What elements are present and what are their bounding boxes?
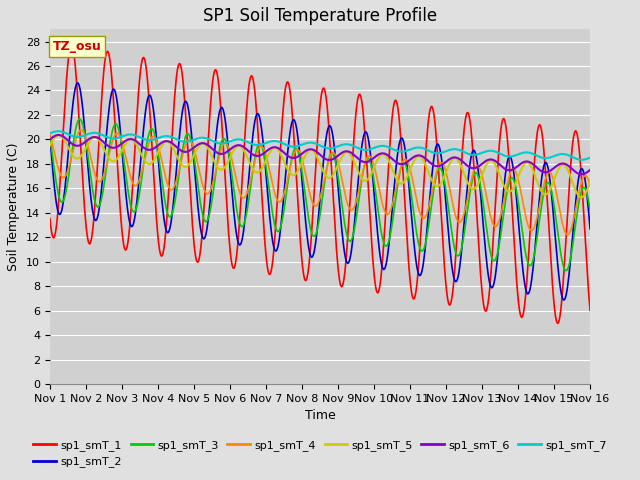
- sp1_smT_1: [365, 193, 372, 199]
- sp1_smT_3: [418, 248, 426, 254]
- sp1_smT_4: [365, 153, 372, 159]
- sp1_smT_7: [189, 137, 196, 143]
- sp1_smT_4: [418, 215, 426, 220]
- sp1_smT_5: [586, 180, 594, 185]
- sp1_smT_2: [189, 142, 196, 147]
- sp1_smT_1: [418, 210, 426, 216]
- Y-axis label: Soil Temperature (C): Soil Temperature (C): [8, 143, 20, 271]
- X-axis label: Time: Time: [305, 409, 335, 422]
- sp1_smT_3: [586, 207, 594, 213]
- Line: sp1_smT_2: sp1_smT_2: [50, 83, 590, 300]
- sp1_smT_7: [538, 155, 545, 160]
- sp1_smT_5: [189, 156, 196, 161]
- sp1_smT_1: [189, 222, 196, 228]
- sp1_smT_2: [312, 235, 320, 241]
- sp1_smT_3: [76, 116, 84, 122]
- sp1_smT_3: [562, 268, 570, 274]
- sp1_smT_5: [365, 175, 372, 181]
- sp1_smT_6: [538, 168, 545, 174]
- sp1_smT_2: [560, 297, 568, 303]
- sp1_smT_4: [165, 185, 173, 191]
- sp1_smT_5: [46, 143, 54, 148]
- sp1_smT_3: [165, 214, 173, 219]
- sp1_smT_3: [312, 230, 320, 236]
- sp1_smT_7: [312, 141, 320, 147]
- Legend: sp1_smT_1, sp1_smT_2, sp1_smT_3, sp1_smT_4, sp1_smT_5, sp1_smT_6, sp1_smT_7: sp1_smT_1, sp1_smT_2, sp1_smT_3, sp1_smT…: [29, 436, 611, 472]
- Line: sp1_smT_4: sp1_smT_4: [50, 130, 590, 235]
- sp1_smT_1: [554, 321, 562, 326]
- sp1_smT_4: [564, 232, 572, 238]
- sp1_smT_6: [365, 158, 372, 164]
- Line: sp1_smT_3: sp1_smT_3: [50, 119, 590, 271]
- sp1_smT_2: [46, 134, 54, 140]
- sp1_smT_6: [312, 149, 320, 155]
- Line: sp1_smT_6: sp1_smT_6: [50, 135, 590, 174]
- sp1_smT_7: [578, 157, 586, 163]
- sp1_smT_2: [365, 139, 372, 144]
- sp1_smT_5: [55, 132, 63, 138]
- sp1_smT_5: [312, 153, 320, 158]
- sp1_smT_7: [365, 147, 372, 153]
- sp1_smT_5: [577, 194, 585, 200]
- sp1_smT_5: [418, 156, 426, 161]
- sp1_smT_3: [365, 156, 372, 162]
- Title: SP1 Soil Temperature Profile: SP1 Soil Temperature Profile: [203, 7, 437, 25]
- sp1_smT_6: [165, 139, 173, 144]
- sp1_smT_4: [538, 194, 545, 200]
- sp1_smT_4: [46, 132, 54, 138]
- sp1_smT_7: [46, 131, 54, 136]
- Text: TZ_osu: TZ_osu: [52, 40, 101, 53]
- sp1_smT_2: [538, 178, 545, 184]
- sp1_smT_5: [538, 188, 545, 194]
- sp1_smT_1: [46, 216, 54, 221]
- sp1_smT_3: [189, 144, 196, 150]
- sp1_smT_2: [418, 268, 426, 274]
- sp1_smT_1: [586, 307, 594, 313]
- sp1_smT_2: [586, 226, 594, 232]
- sp1_smT_1: [538, 126, 545, 132]
- sp1_smT_1: [165, 180, 173, 185]
- sp1_smT_1: [312, 154, 320, 160]
- sp1_smT_4: [189, 141, 196, 147]
- sp1_smT_6: [578, 171, 586, 177]
- Line: sp1_smT_5: sp1_smT_5: [50, 135, 590, 197]
- sp1_smT_5: [165, 140, 173, 145]
- sp1_smT_4: [586, 183, 594, 189]
- sp1_smT_2: [165, 228, 173, 233]
- sp1_smT_4: [312, 203, 320, 209]
- sp1_smT_1: [68, 42, 76, 48]
- sp1_smT_6: [189, 146, 196, 152]
- sp1_smT_3: [538, 204, 545, 210]
- sp1_smT_6: [418, 153, 426, 159]
- sp1_smT_7: [586, 155, 594, 161]
- sp1_smT_7: [165, 133, 173, 139]
- sp1_smT_6: [54, 132, 62, 138]
- sp1_smT_2: [74, 80, 81, 86]
- sp1_smT_6: [586, 167, 594, 173]
- sp1_smT_7: [54, 128, 62, 134]
- Line: sp1_smT_7: sp1_smT_7: [50, 131, 590, 160]
- sp1_smT_7: [418, 145, 426, 151]
- sp1_smT_4: [77, 127, 85, 133]
- Line: sp1_smT_1: sp1_smT_1: [50, 45, 590, 324]
- sp1_smT_3: [46, 134, 54, 140]
- sp1_smT_6: [46, 136, 54, 142]
